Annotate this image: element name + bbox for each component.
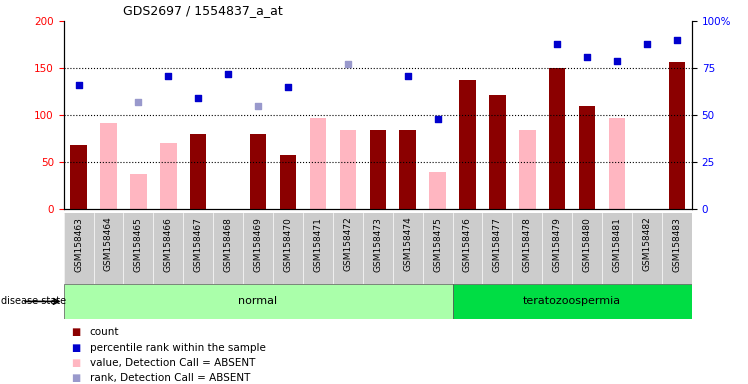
Bar xyxy=(669,61,685,209)
Text: GSM158465: GSM158465 xyxy=(134,217,143,271)
Bar xyxy=(399,130,416,209)
Bar xyxy=(280,155,296,209)
Text: GSM158483: GSM158483 xyxy=(672,217,681,271)
Point xyxy=(132,99,144,105)
Text: GSM158469: GSM158469 xyxy=(254,217,263,271)
Bar xyxy=(340,130,356,209)
Text: value, Detection Call = ABSENT: value, Detection Call = ABSENT xyxy=(90,358,255,368)
Text: GSM158467: GSM158467 xyxy=(194,217,203,271)
Point xyxy=(671,37,683,43)
Text: GSM158476: GSM158476 xyxy=(463,217,472,271)
Text: GSM158470: GSM158470 xyxy=(283,217,292,271)
Bar xyxy=(549,68,565,209)
Text: ■: ■ xyxy=(71,373,80,383)
Text: ■: ■ xyxy=(71,358,80,368)
Point xyxy=(282,84,294,90)
Bar xyxy=(453,284,692,319)
Text: disease state: disease state xyxy=(1,296,67,306)
Point xyxy=(551,41,563,47)
Bar xyxy=(310,118,326,209)
Point xyxy=(162,73,174,79)
Text: GSM158468: GSM158468 xyxy=(224,217,233,271)
Bar xyxy=(429,172,446,209)
Text: GSM158481: GSM158481 xyxy=(613,217,622,271)
Point xyxy=(192,95,204,101)
Text: GSM158463: GSM158463 xyxy=(74,217,83,271)
Text: GSM158473: GSM158473 xyxy=(373,217,382,271)
Bar xyxy=(190,134,206,209)
Text: ■: ■ xyxy=(71,343,80,353)
Text: percentile rank within the sample: percentile rank within the sample xyxy=(90,343,266,353)
Point xyxy=(432,116,444,122)
Point xyxy=(611,58,623,64)
Text: GSM158472: GSM158472 xyxy=(343,217,352,271)
Point xyxy=(342,61,354,68)
Bar xyxy=(160,144,177,209)
Text: GDS2697 / 1554837_a_at: GDS2697 / 1554837_a_at xyxy=(123,4,283,17)
Bar xyxy=(370,130,386,209)
Bar xyxy=(609,118,625,209)
Point xyxy=(222,71,234,77)
Point xyxy=(641,41,653,47)
Text: GSM158478: GSM158478 xyxy=(523,217,532,271)
Text: GSM158466: GSM158466 xyxy=(164,217,173,271)
Text: GSM158477: GSM158477 xyxy=(493,217,502,271)
Bar xyxy=(459,80,476,209)
Text: GSM158475: GSM158475 xyxy=(433,217,442,271)
Text: GSM158482: GSM158482 xyxy=(643,217,652,271)
Point xyxy=(581,54,593,60)
Bar xyxy=(579,106,595,209)
Bar xyxy=(250,134,266,209)
Text: count: count xyxy=(90,327,119,337)
Bar xyxy=(519,130,536,209)
Text: GSM158464: GSM158464 xyxy=(104,217,113,271)
Text: GSM158474: GSM158474 xyxy=(403,217,412,271)
Bar xyxy=(70,145,87,209)
Text: GSM158471: GSM158471 xyxy=(313,217,322,271)
Text: ■: ■ xyxy=(71,327,80,337)
Text: rank, Detection Call = ABSENT: rank, Detection Call = ABSENT xyxy=(90,373,250,383)
Text: GSM158479: GSM158479 xyxy=(553,217,562,271)
Bar xyxy=(130,174,147,209)
Bar xyxy=(100,123,117,209)
Point xyxy=(252,103,264,109)
Bar xyxy=(489,94,506,209)
Text: GSM158480: GSM158480 xyxy=(583,217,592,271)
Text: normal: normal xyxy=(239,296,278,306)
Point xyxy=(73,82,85,88)
Text: teratozoospermia: teratozoospermia xyxy=(523,296,622,306)
Bar xyxy=(64,284,453,319)
Point xyxy=(402,73,414,79)
